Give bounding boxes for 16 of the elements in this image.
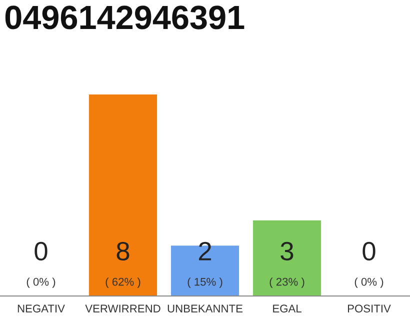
x-tick-label: UNBEKANNTE — [168, 304, 242, 312]
annotation: ( 0% ) — [354, 278, 384, 288]
annotation: ( 0% ) — [26, 278, 56, 288]
annotation: ( 23% ) — [270, 278, 304, 288]
x-tick-label: EGAL — [273, 304, 302, 312]
annotation: ( 62% ) — [106, 278, 140, 288]
chart-title: 0496142946391 — [5, 6, 244, 30]
annotation: ( 15% ) — [188, 278, 222, 288]
data-label: 3 — [280, 242, 294, 261]
data-label: 0 — [34, 242, 48, 261]
x-tick-label: VERWIRREND — [85, 304, 160, 312]
data-label: 2 — [198, 242, 212, 260]
x-tick-label: POSITIV — [348, 304, 391, 312]
x-tick-label: NEGATIV — [18, 304, 65, 312]
data-label: 8 — [116, 242, 130, 261]
data-label: 0 — [362, 242, 376, 261]
